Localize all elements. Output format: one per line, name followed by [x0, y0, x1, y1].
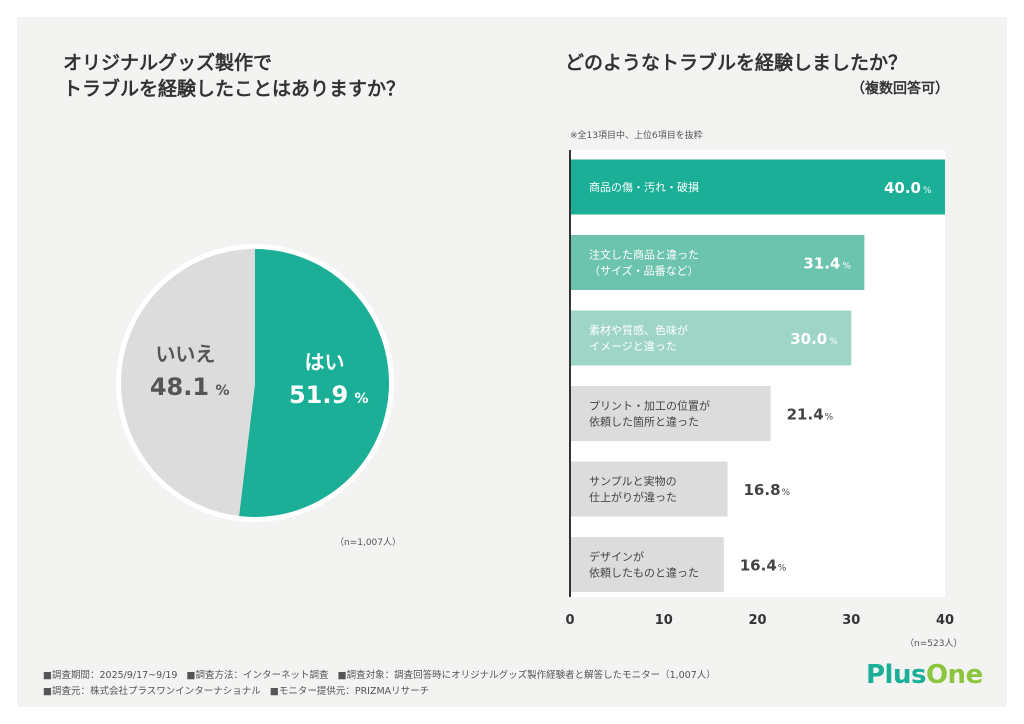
x-tick-0: 0 — [565, 613, 574, 628]
bar-category-2-1: イメージと違った — [589, 340, 677, 353]
pie-slice-1 — [121, 249, 255, 517]
bar-0 — [570, 159, 945, 215]
bar-category-2-0: 素材や質感、色味が — [589, 323, 688, 337]
x-tick-2: 20 — [748, 613, 766, 628]
bar-unit-1: % — [842, 262, 851, 272]
bar-category-4-1: 仕上がりが違った — [589, 490, 677, 504]
bar-category-5-1: 依頼したものと違った — [589, 567, 699, 580]
bar-3 — [570, 386, 771, 441]
footer-line2: ■調査元：株式会社プラスワンインターナショナル ■モニター提供元：PRIZMAリ… — [43, 683, 429, 697]
plusone-logo: PlusOne — [866, 660, 983, 690]
footer-source: ■調査元：株式会社プラスワンインターナショナル — [43, 686, 261, 697]
bar-unit-3: % — [825, 413, 834, 423]
bar-category-0-0: 商品の傷・汚れ・破損 — [589, 180, 699, 194]
bar-note: ※全13項目中、上位6項目を抜粋 — [570, 131, 703, 141]
pie-value-1: 48.1 — [150, 373, 209, 401]
x-tick-1: 10 — [655, 613, 673, 628]
pie-value-0: 51.9 — [289, 381, 348, 409]
bar-unit-5: % — [778, 564, 787, 574]
bar-value-4: 16.8 — [744, 481, 781, 499]
bar-category-3-0: プリント・加工の位置が — [589, 399, 710, 413]
bar-value-3: 21.4 — [787, 406, 824, 424]
bar-value-0: 40.0 — [884, 179, 921, 197]
x-tick-3: 30 — [842, 613, 860, 628]
pie-label-1: いいえ — [155, 342, 215, 366]
bar-2 — [570, 310, 852, 366]
logo-plus: Plus — [866, 660, 926, 690]
bar-value-1: 31.4 — [803, 255, 840, 273]
bar-unit-2: % — [829, 337, 838, 347]
footer-provider: ■モニター提供元：PRIZMAリサーチ — [269, 686, 430, 697]
bar-unit-0: % — [923, 186, 932, 196]
bar-category-5-0: デザインが — [589, 550, 644, 564]
bar-value-5: 16.4 — [740, 557, 777, 575]
bar-5 — [570, 537, 724, 592]
x-tick-4: 40 — [936, 613, 954, 628]
pie-title: オリジナルグッズ製作で トラブルを経験したことはありますか？ — [63, 52, 406, 100]
bar-category-4-0: サンプルと実物の — [589, 474, 677, 488]
bar-title: どのようなトラブルを経験しましたか？ — [565, 52, 908, 74]
pie-label-0: はい — [305, 350, 345, 374]
bar-1 — [570, 235, 865, 290]
bar-4 — [570, 461, 728, 517]
pie-sample-size: （n=1,007人） — [335, 538, 402, 548]
pie-unit-1: % — [215, 383, 229, 399]
bar-category-3-1: 依頼した箇所と違った — [589, 415, 699, 429]
pie-slice-0 — [239, 249, 390, 517]
pie-unit-0: % — [355, 391, 369, 407]
bar-unit-4: % — [782, 488, 791, 498]
bar-category-1-0: 注文した商品と違った — [589, 248, 699, 262]
footer-target: ■調査対象：調査回答時にオリジナルグッズ製作経験者と解答したモニター（1,007… — [337, 670, 716, 681]
logo-one: One — [925, 660, 983, 690]
bar-value-2: 30.0 — [790, 330, 827, 348]
bar-sample-size: （n=523人） — [905, 639, 963, 649]
footer-line1: ■調査期間：2025/9/17~9/19 ■調査方法：インターネット調査 ■調査… — [43, 667, 716, 681]
bar-plot-area — [570, 150, 945, 597]
footer-period: ■調査期間：2025/9/17~9/19 — [43, 670, 178, 681]
bar-subtitle: （複数回答可） — [851, 81, 949, 97]
footer-method: ■調査方法：インターネット調査 — [186, 670, 329, 681]
bar-category-1-1: （サイズ・品番など） — [589, 264, 699, 278]
